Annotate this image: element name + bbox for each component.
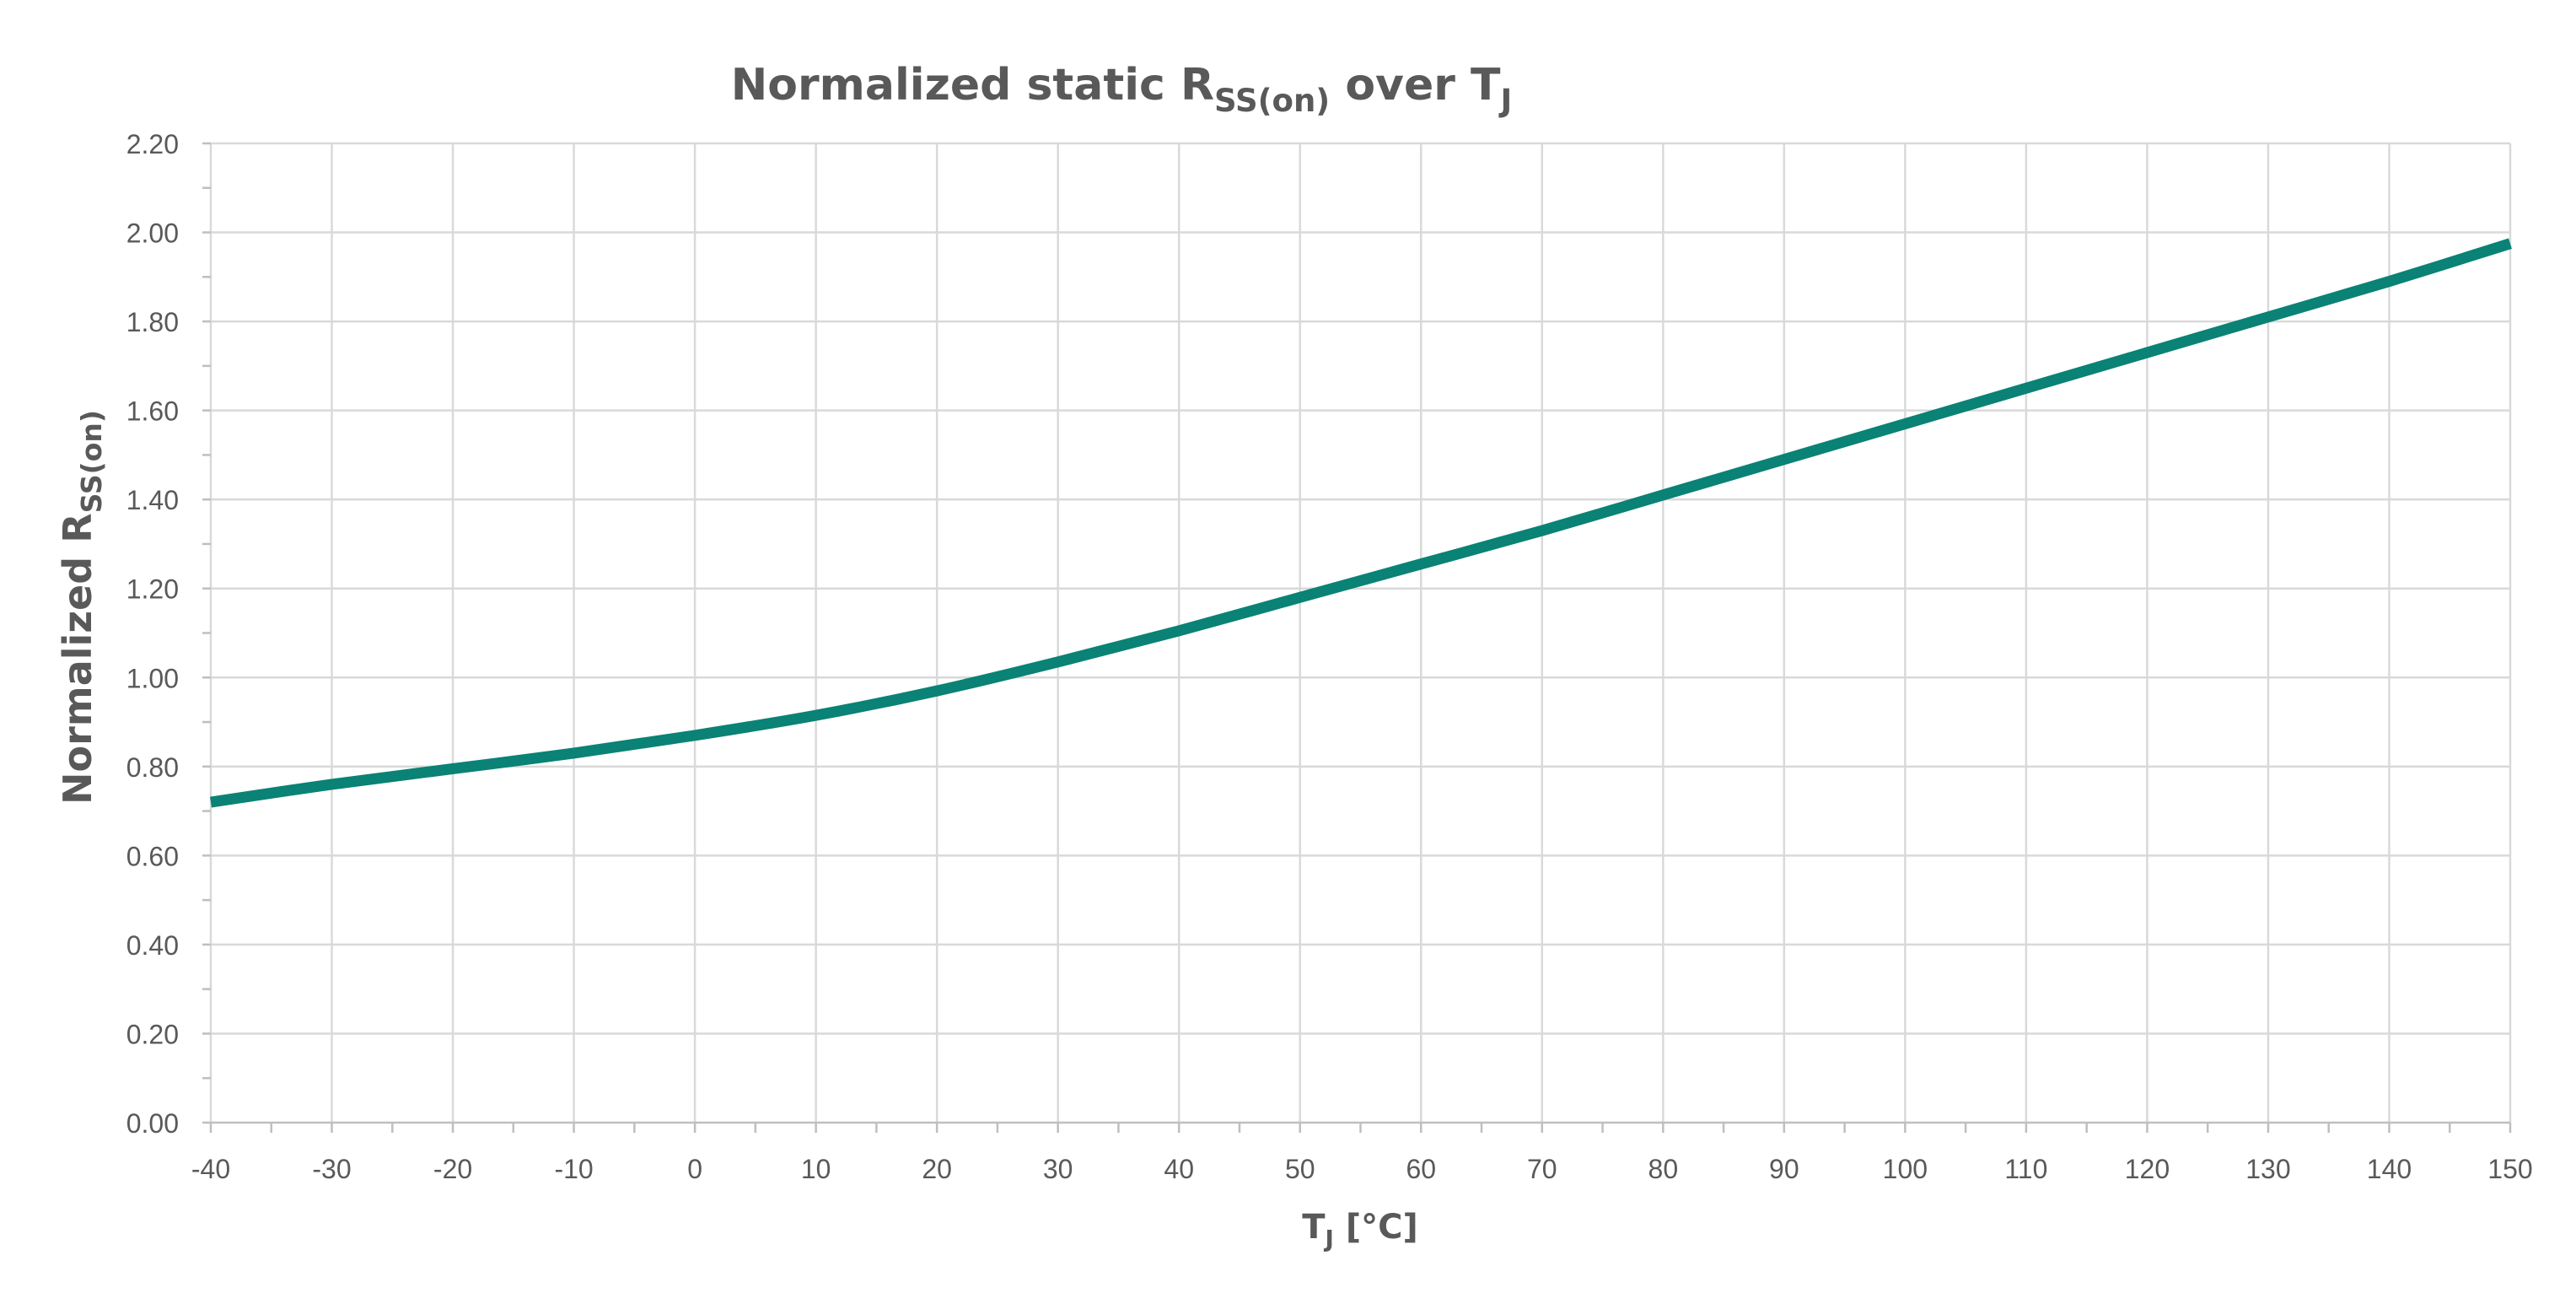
chart-title: Normalized static RSS(on) over TJ: [731, 60, 1512, 119]
x-tick-label: 60: [1406, 1154, 1436, 1184]
x-tick-label: 110: [2004, 1154, 2047, 1184]
series-layer: [210, 238, 2512, 808]
y-tick-label: 0.00: [126, 1108, 179, 1139]
y-axis-label-main: Normalized R: [55, 513, 100, 805]
x-tick-label: 0: [687, 1154, 702, 1184]
x-tick-label: 100: [1883, 1154, 1928, 1184]
x-tick-label: 10: [801, 1154, 831, 1184]
x-tick-label: -20: [433, 1154, 472, 1184]
y-tick-label: 0.40: [126, 930, 179, 961]
x-tick-label: -40: [191, 1154, 230, 1184]
x-tick-label: 20: [922, 1154, 952, 1184]
x-axis-label: TJ [°C]: [1302, 1208, 1418, 1253]
y-tick-label: 1.20: [126, 574, 179, 605]
x-tick-label: 120: [2125, 1154, 2170, 1184]
y-tick-label: 2.00: [126, 218, 179, 249]
x-tick-label: 50: [1285, 1154, 1315, 1184]
x-tick-label: 130: [2245, 1154, 2290, 1184]
x-tick-label: 70: [1527, 1154, 1557, 1184]
y-axis-label: Normalized RSS(on): [55, 410, 108, 805]
chart-title-after-subscript: J: [1498, 83, 1512, 119]
x-axis-label-subscript: J: [1324, 1225, 1334, 1253]
y-tick-labels: 0.00 0.20 0.40 0.60 0.80 1.00 1.20 1.40 1.60 1.80…: [126, 129, 179, 1139]
chart-title-after: over T: [1330, 60, 1501, 110]
y-tick-label: 1.60: [126, 396, 179, 427]
series-line: [210, 238, 2512, 808]
x-tick-label: -10: [554, 1154, 593, 1184]
x-axis-label-after: [°C]: [1334, 1208, 1418, 1247]
chart-title-subscript: SS(on): [1214, 83, 1330, 119]
x-tick-label: 80: [1648, 1154, 1679, 1184]
y-tick-label: 0.60: [126, 841, 179, 871]
x-tick-label: 90: [1769, 1154, 1799, 1184]
y-axis-label-subscript: SS(on): [75, 410, 108, 513]
x-tick-label: 40: [1164, 1154, 1194, 1184]
x-axis-label-main: T: [1302, 1208, 1326, 1247]
y-tick-label: 2.20: [126, 129, 179, 159]
x-tick-label: -30: [312, 1154, 351, 1184]
y-tick-label: 0.80: [126, 752, 179, 783]
chart-title-main: Normalized static R: [731, 60, 1214, 110]
x-tick-labels: -40 -30 -20 -10 0 10 20 30 40 50 60 70 80 90 100 110 120…: [191, 1154, 2533, 1184]
y-tick-label: 1.00: [126, 663, 179, 693]
axes: [202, 142, 2512, 1133]
x-tick-label: 150: [2487, 1154, 2532, 1184]
y-tick-label: 1.80: [126, 307, 179, 337]
x-tick-label: 140: [2367, 1154, 2412, 1184]
y-tick-label: 1.40: [126, 485, 179, 515]
y-tick-label: 0.20: [126, 1019, 179, 1049]
x-tick-label: 30: [1043, 1154, 1073, 1184]
gridlines: [209, 142, 2512, 1123]
